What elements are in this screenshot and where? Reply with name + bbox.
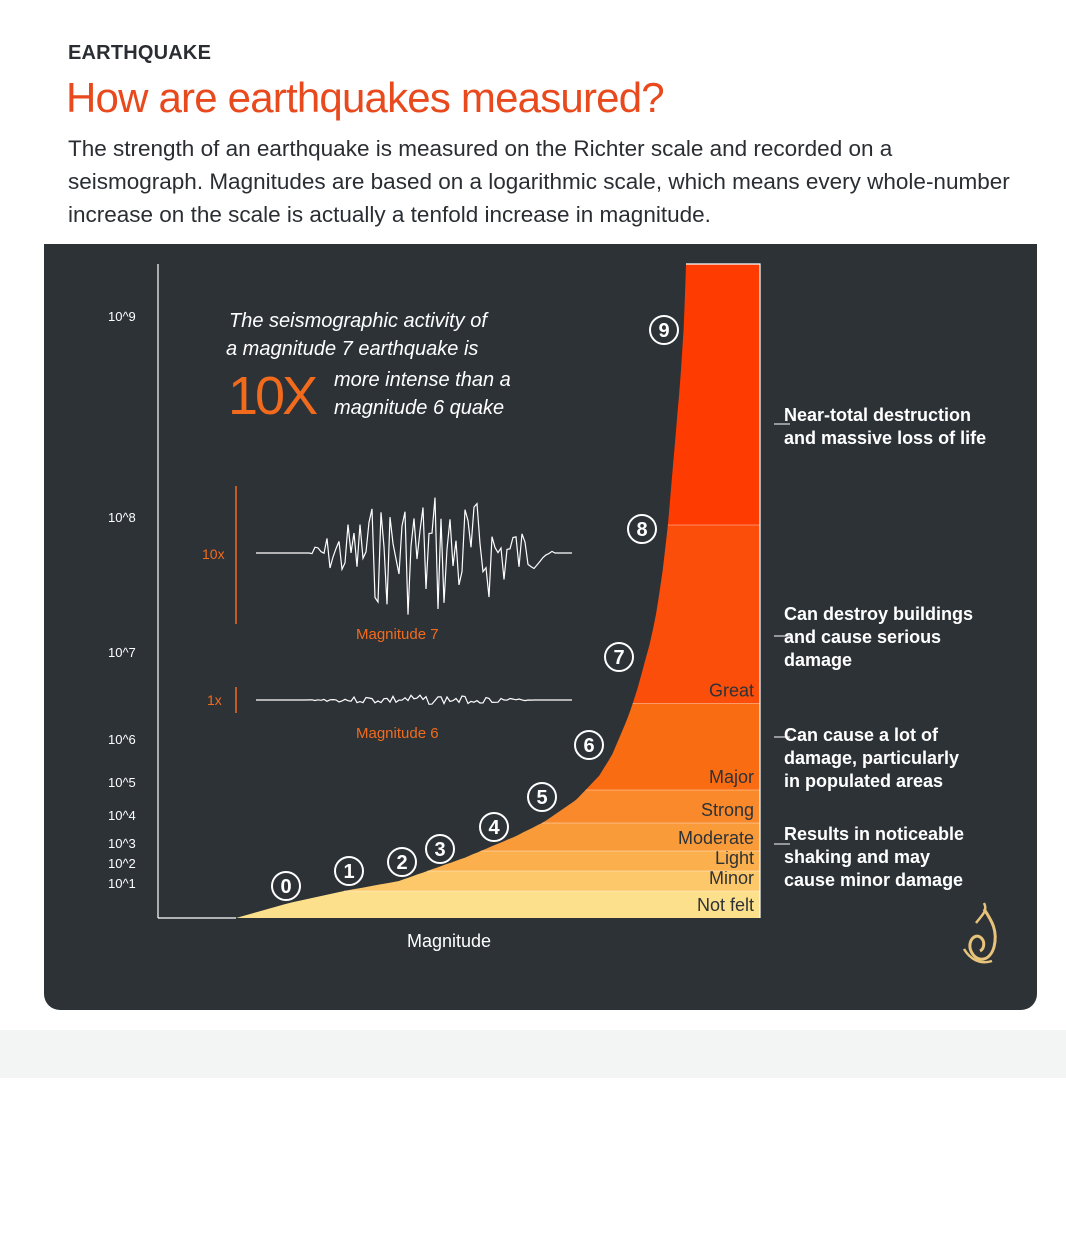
effect-text: in populated areas [784,771,943,791]
x-axis-label: Magnitude [407,931,491,951]
effect-text: and massive loss of life [784,428,986,448]
y-tick-label: 10^5 [108,775,136,790]
band-moderate [480,823,760,851]
callout-line-3: more intense than a [334,369,511,391]
magnitude-marker-4 [479,812,509,842]
column-border [686,263,761,918]
band-great [632,525,760,704]
aljazeera-logo-icon [962,902,997,964]
magnitude-marker-label: 6 [583,735,594,757]
magnitude-marker-label: 1 [343,861,354,883]
effect-text: Can cause a lot of [784,725,939,745]
band-label: Strong [701,800,754,820]
band-label: Minor [709,868,754,888]
source-text: Source: United States Geological Survey [200,1221,472,1237]
seismo-bottom-label: Magnitude 6 [356,725,439,742]
callout-big-number: 10X [228,366,317,426]
magnitude-marker-label: 8 [636,519,647,541]
band-strong [542,790,760,823]
y-tick-label: 10^6 [108,732,136,747]
magnitude-marker-label: 7 [613,647,624,669]
magnitude-marker-label: 2 [396,852,407,874]
effect-text: Near-total destruction [784,405,971,425]
magnitude-marker-label: 9 [658,320,669,342]
magnitude-marker-9 [649,315,679,345]
effects-layer: Near-total destruction and massive loss o… [774,405,986,890]
y-ticks-layer: 10^1 10^2 10^3 10^4 10^5 10^6 10^7 10^8 10^9 [108,309,136,891]
kicker: EARTHQUAKE [68,42,212,64]
y-tick-label: 10^2 [108,856,136,871]
magnitude-marker-3 [425,834,455,864]
magnitude-marker-0 [271,871,301,901]
seismogram-magnitude-6 [256,694,572,706]
band-label: Major [709,767,754,787]
y-tick-label: 10^3 [108,836,136,851]
y-tick-label: 10^9 [108,309,136,324]
seismo-top-scale: 10x [202,546,225,562]
seismogram-magnitude-7 [256,497,572,615]
band-not-felt [236,891,760,918]
band-light [427,851,760,871]
seismo-top-label: Magnitude 7 [356,626,439,643]
magnitude-marker-5 [527,782,557,812]
effect-text: damage, particularly [784,748,959,768]
chart-panel: Not felt Minor Light Moderate Strong Major Gre… [44,244,1061,1243]
magnitude-marker-label: 5 [536,787,547,809]
effect-text: damage [784,650,852,670]
band-label: Not felt [697,895,754,915]
magnitude-marker-6 [574,730,604,760]
band-label: Light [715,848,754,868]
band-top [667,264,760,525]
y-tick-label: 10^7 [108,645,136,660]
magnitude-marker-8 [627,514,657,544]
intro-text: The strength of an earthquake is measure… [68,136,1010,227]
y-tick-label: 10^8 [108,510,136,525]
magnitude-marker-7 [604,642,634,672]
effect-text: Results in noticeable [784,824,964,844]
band-minor [344,871,760,891]
effect-text: and cause serious [784,627,941,647]
magnitude-marker-label: 4 [488,817,500,839]
effect-text: shaking and may [784,847,930,867]
band-major [585,703,760,790]
brand-logo: ALJAZEERA [996,1221,1061,1237]
callout-line-1: The seismographic activity of [229,310,489,332]
seismo-bottom-scale: 1x [207,692,222,708]
effect-text: cause minor damage [784,870,963,890]
footer: cc i $ = Source: United States Geological S… [88,1208,1066,1248]
page-title: How are earthquakes measured? [66,74,665,121]
magnitude-markers-layer: 0 1 2 3 4 5 6 7 8 9 [271,315,679,901]
callout-line-2: a magnitude 7 earthquake is [226,338,478,360]
magnitude-marker-label: 0 [280,876,291,898]
band-label: Moderate [678,828,754,848]
creative-commons-icon: cc i $ = [110,1226,184,1243]
y-tick-label: 10^4 [108,808,136,823]
y-tick-label: 10^1 [108,876,136,891]
magnitude-marker-2 [387,847,417,877]
magnitude-marker-1 [334,856,364,886]
handle-text: @AJLabs [926,1221,991,1237]
page-bottom-band [0,1030,1066,1078]
magnitude-marker-label: 3 [434,839,445,861]
band-label: Great [709,681,754,701]
effect-text: Can destroy buildings [784,604,973,624]
callout-line-4: magnitude 6 quake [334,397,504,419]
